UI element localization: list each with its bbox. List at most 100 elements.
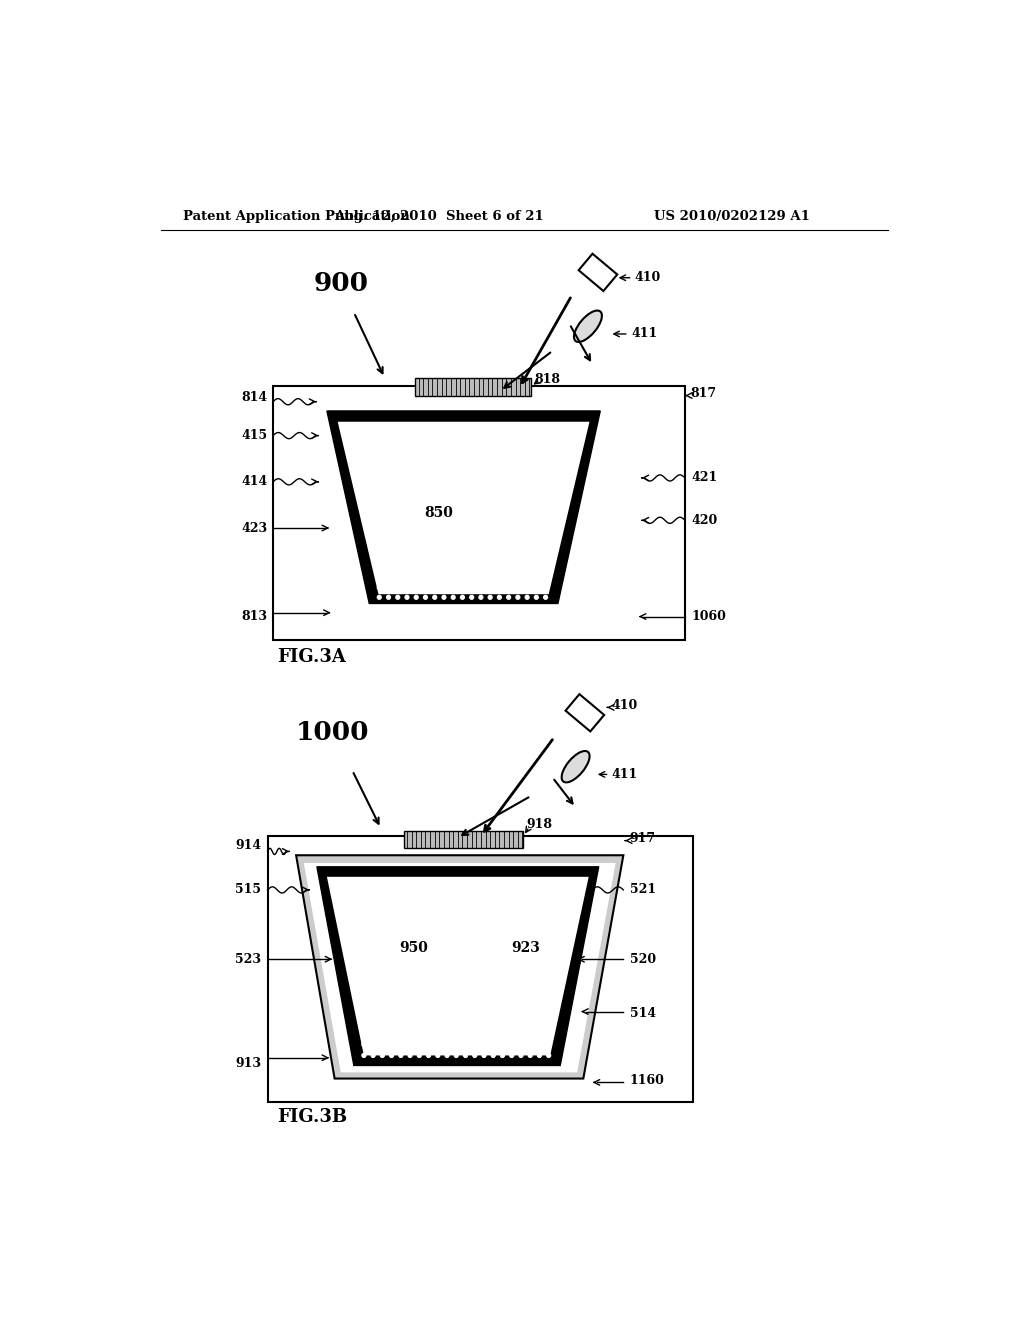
Circle shape bbox=[396, 576, 399, 579]
Circle shape bbox=[519, 1043, 523, 1047]
Text: Aug. 12, 2010  Sheet 6 of 21: Aug. 12, 2010 Sheet 6 of 21 bbox=[334, 210, 544, 223]
Circle shape bbox=[473, 1043, 477, 1047]
Circle shape bbox=[378, 586, 381, 590]
Text: 917: 917 bbox=[630, 832, 655, 845]
Text: 814: 814 bbox=[242, 391, 267, 404]
Text: 1000: 1000 bbox=[296, 719, 370, 744]
Circle shape bbox=[544, 576, 548, 579]
Bar bbox=[357, 1030, 556, 1057]
Circle shape bbox=[427, 1053, 430, 1057]
Circle shape bbox=[361, 1043, 366, 1047]
Circle shape bbox=[479, 576, 483, 579]
Circle shape bbox=[390, 1043, 393, 1047]
Circle shape bbox=[371, 1053, 375, 1057]
Text: 913: 913 bbox=[236, 1056, 261, 1069]
Circle shape bbox=[544, 586, 548, 590]
Circle shape bbox=[418, 1032, 421, 1036]
Circle shape bbox=[406, 586, 409, 590]
Circle shape bbox=[473, 1032, 477, 1036]
Text: 515: 515 bbox=[236, 883, 261, 896]
Circle shape bbox=[501, 1032, 505, 1036]
Circle shape bbox=[399, 1043, 402, 1047]
Circle shape bbox=[538, 1032, 542, 1036]
Circle shape bbox=[424, 595, 427, 599]
Text: 923: 923 bbox=[511, 941, 540, 954]
Circle shape bbox=[479, 586, 483, 590]
Circle shape bbox=[452, 586, 455, 590]
Circle shape bbox=[424, 586, 427, 590]
Text: 1160: 1160 bbox=[630, 1074, 665, 1088]
Circle shape bbox=[510, 1032, 514, 1036]
Circle shape bbox=[427, 1043, 430, 1047]
Circle shape bbox=[361, 1053, 366, 1057]
Circle shape bbox=[418, 1053, 421, 1057]
Text: 423: 423 bbox=[242, 521, 267, 535]
Polygon shape bbox=[565, 694, 604, 731]
Circle shape bbox=[538, 1053, 542, 1057]
Circle shape bbox=[528, 1053, 532, 1057]
Circle shape bbox=[452, 576, 455, 579]
Text: 520: 520 bbox=[630, 953, 655, 966]
Polygon shape bbox=[273, 385, 685, 640]
Circle shape bbox=[501, 1053, 505, 1057]
Circle shape bbox=[492, 1043, 496, 1047]
Circle shape bbox=[507, 586, 511, 590]
Circle shape bbox=[538, 1043, 542, 1047]
Circle shape bbox=[433, 595, 436, 599]
Polygon shape bbox=[296, 855, 624, 1078]
Circle shape bbox=[442, 576, 445, 579]
Circle shape bbox=[436, 1043, 439, 1047]
Circle shape bbox=[436, 1032, 439, 1036]
Circle shape bbox=[525, 576, 529, 579]
Circle shape bbox=[433, 586, 436, 590]
Circle shape bbox=[535, 595, 539, 599]
Circle shape bbox=[396, 595, 399, 599]
Circle shape bbox=[547, 1032, 551, 1036]
Circle shape bbox=[371, 1043, 375, 1047]
Circle shape bbox=[535, 586, 539, 590]
Circle shape bbox=[461, 595, 464, 599]
Circle shape bbox=[525, 586, 529, 590]
Circle shape bbox=[409, 1032, 412, 1036]
Circle shape bbox=[427, 1032, 430, 1036]
Circle shape bbox=[445, 1053, 449, 1057]
Circle shape bbox=[547, 1053, 551, 1057]
Text: FIG.3A: FIG.3A bbox=[276, 648, 346, 667]
Text: 813: 813 bbox=[242, 610, 267, 623]
Circle shape bbox=[455, 1053, 458, 1057]
Circle shape bbox=[544, 595, 548, 599]
Text: 817: 817 bbox=[690, 387, 717, 400]
Circle shape bbox=[498, 595, 502, 599]
Circle shape bbox=[519, 1053, 523, 1057]
Circle shape bbox=[510, 1053, 514, 1057]
Text: 514: 514 bbox=[630, 1007, 655, 1019]
Circle shape bbox=[442, 586, 445, 590]
Circle shape bbox=[473, 1053, 477, 1057]
Circle shape bbox=[409, 1053, 412, 1057]
Circle shape bbox=[436, 1053, 439, 1057]
Text: Patent Application Publication: Patent Application Publication bbox=[183, 210, 410, 223]
Circle shape bbox=[452, 595, 455, 599]
Bar bbox=[373, 574, 554, 599]
Circle shape bbox=[461, 586, 464, 590]
Circle shape bbox=[501, 1043, 505, 1047]
Circle shape bbox=[461, 576, 464, 579]
Circle shape bbox=[488, 586, 493, 590]
Polygon shape bbox=[327, 411, 600, 603]
Text: FIG.3B: FIG.3B bbox=[276, 1107, 347, 1126]
Circle shape bbox=[399, 1053, 402, 1057]
Circle shape bbox=[361, 1032, 366, 1036]
Circle shape bbox=[547, 1043, 551, 1047]
Circle shape bbox=[433, 576, 436, 579]
Text: 421: 421 bbox=[691, 471, 718, 484]
Text: 900: 900 bbox=[313, 271, 369, 296]
Circle shape bbox=[378, 595, 381, 599]
Text: 1060: 1060 bbox=[691, 610, 726, 623]
Circle shape bbox=[387, 586, 390, 590]
Circle shape bbox=[470, 586, 473, 590]
Circle shape bbox=[535, 576, 539, 579]
Text: 914: 914 bbox=[236, 838, 261, 851]
Circle shape bbox=[455, 1043, 458, 1047]
Circle shape bbox=[482, 1053, 486, 1057]
Circle shape bbox=[442, 595, 445, 599]
